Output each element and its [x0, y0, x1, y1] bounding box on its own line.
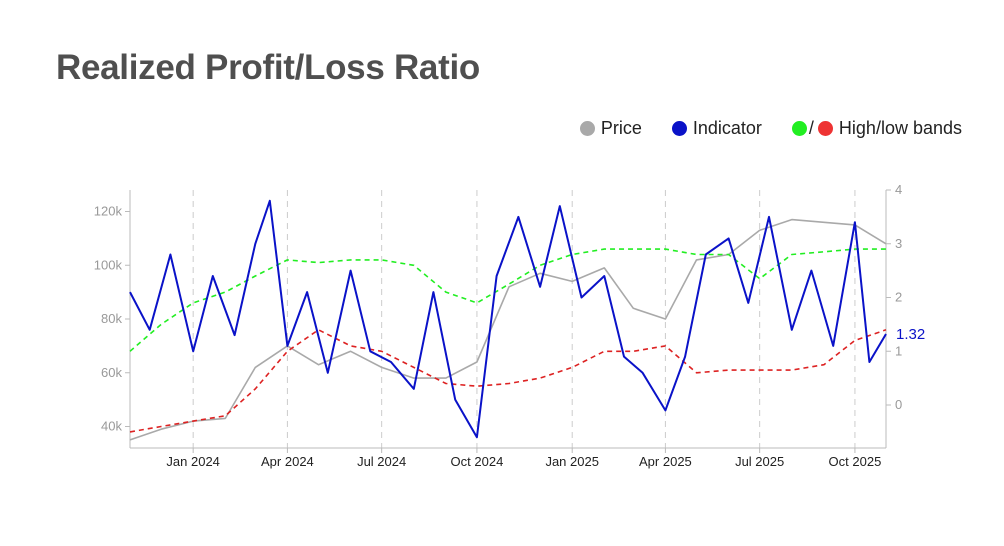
x-tick-label: Oct 2024 [451, 454, 504, 469]
chart-title: Realized Profit/Loss Ratio [56, 48, 480, 87]
y-right-tick-label: 3 [895, 236, 902, 251]
legend-item-bands[interactable]: / High/low bands [791, 118, 962, 139]
gridlines [192, 190, 856, 448]
x-tick-label: Oct 2025 [829, 454, 882, 469]
y-left-tick-label: 100k [94, 257, 123, 272]
high-band-line [129, 248, 886, 352]
x-tick-label: Jul 2025 [735, 454, 784, 469]
legend-label-indicator: Indicator [692, 118, 762, 138]
legend-item-price[interactable]: Price [579, 118, 642, 139]
axes [125, 189, 891, 453]
y-left-tick-label: 120k [94, 204, 123, 219]
tick-labels: Jan 2024 Apr 2024 Jul 2024 Oct 2024 Jan 2025… [94, 182, 902, 469]
low-band-line [129, 328, 887, 433]
legend-label-price: Price [600, 118, 642, 138]
series-lines [129, 199, 887, 441]
legend-item-indicator[interactable]: Indicator [671, 118, 762, 139]
indicator-line [129, 199, 887, 439]
legend-label-bands: High/low bands [838, 118, 962, 138]
x-tick-label: Apr 2024 [261, 454, 314, 469]
data-labels: 1.32 [896, 326, 925, 343]
y-left-tick-label: 60k [101, 365, 122, 380]
y-left-tick-label: 80k [101, 311, 122, 326]
y-right-tick-label: 4 [895, 182, 902, 197]
y-right-tick-label: 1 [895, 343, 902, 358]
x-tick-label: Jul 2024 [357, 454, 406, 469]
y-right-tick-label: 0 [895, 397, 902, 412]
legend: Price Indicator / High/low bands [579, 118, 962, 139]
y-right-tick-label: 2 [895, 290, 902, 305]
x-tick-label: Jan 2025 [545, 454, 599, 469]
high-band-dot-icon [791, 121, 807, 136]
legend-slash: / [808, 118, 814, 138]
price-line [129, 218, 887, 441]
indicator-dot-icon [671, 121, 687, 136]
x-tick-label: Jan 2024 [166, 454, 220, 469]
y-left-tick-label: 40k [101, 419, 122, 434]
x-tick-label: Apr 2025 [639, 454, 692, 469]
price-dot-icon [579, 121, 595, 136]
low-band-dot-icon [817, 121, 833, 136]
last-value-label: 1.32 [896, 326, 925, 343]
